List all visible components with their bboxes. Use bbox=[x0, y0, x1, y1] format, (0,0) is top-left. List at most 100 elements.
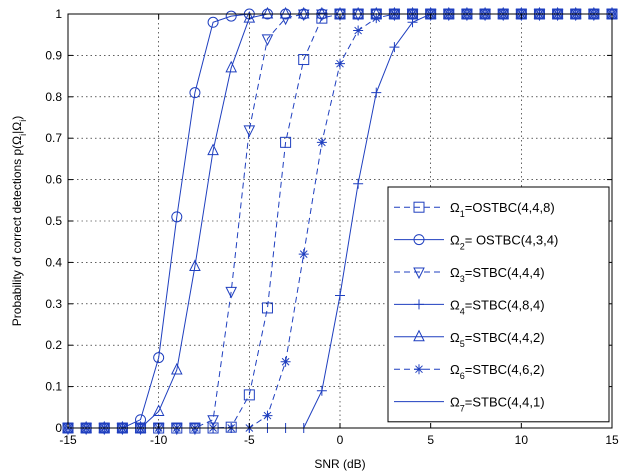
y-axis-label-sub: i bbox=[18, 134, 28, 136]
series-3-point bbox=[352, 9, 364, 22]
legend-marker bbox=[414, 299, 424, 310]
y-tick-label: 0.6 bbox=[45, 173, 62, 187]
legend-label-prefix: Ω bbox=[450, 330, 460, 345]
legend-label-suffix: =STBC(4,8,4) bbox=[465, 297, 545, 312]
series-2-point bbox=[171, 211, 183, 223]
legend-label-suffix: =OSTBC(4,4,8) bbox=[465, 200, 555, 215]
legend-label: Ω5=STBC(4,4,2) bbox=[450, 330, 545, 349]
legend-item: Ω1=OSTBC(4,4,8) bbox=[394, 200, 555, 219]
series-5-point bbox=[170, 362, 183, 375]
series-2-point bbox=[207, 16, 219, 28]
legend-label-sub: 7 bbox=[460, 404, 465, 414]
series-3-point bbox=[225, 286, 238, 299]
legend-label-prefix: Ω bbox=[450, 200, 460, 215]
legend-item: Ω4=STBC(4,8,4) bbox=[394, 297, 545, 316]
series-6-point bbox=[262, 410, 273, 421]
grid bbox=[68, 14, 612, 428]
series-5-point bbox=[316, 6, 328, 19]
x-tick-label: -10 bbox=[150, 433, 168, 447]
legend-item: Ω5=STBC(4,4,2) bbox=[394, 329, 545, 349]
series-3-point bbox=[316, 9, 328, 22]
series-1-point bbox=[261, 302, 273, 314]
legend-label-prefix: Ω bbox=[450, 265, 460, 280]
series-2-point bbox=[189, 87, 201, 99]
y-tick-label: 0.2 bbox=[45, 338, 62, 352]
x-tick-label: 5 bbox=[427, 433, 434, 447]
y-axis-label: Probability of correct detections p(Ωi|Ω… bbox=[10, 116, 28, 326]
series-5-point bbox=[279, 6, 292, 19]
series-4-point bbox=[335, 290, 345, 301]
legend-marker bbox=[413, 234, 425, 246]
y-tick-label: 0.4 bbox=[45, 255, 62, 269]
legend-label: Ω6=STBC(4,6,2) bbox=[450, 362, 545, 381]
y-tick-label: 0 bbox=[55, 421, 62, 435]
series-3-point bbox=[297, 9, 310, 22]
series-6-point bbox=[335, 58, 345, 69]
legend-item: Ω3=STBC(4,4,4) bbox=[394, 265, 545, 284]
series-5-point bbox=[261, 6, 274, 19]
series-5-point bbox=[207, 143, 219, 156]
y-tick-label: 0.3 bbox=[45, 297, 62, 311]
legend-item: Ω2= OSTBC(4,3,4) bbox=[394, 233, 558, 252]
series-3-point bbox=[261, 34, 274, 46]
legend-label-suffix: = OSTBC(4,3,4) bbox=[465, 233, 559, 248]
legend-label-prefix: Ω bbox=[450, 233, 460, 248]
legend-label-suffix: =STBC(4,4,4) bbox=[465, 265, 545, 280]
legend-label-suffix: =STBC(4,4,1) bbox=[465, 395, 545, 410]
series-1-point bbox=[280, 136, 292, 148]
y-tick-label: 1 bbox=[55, 7, 62, 21]
x-tick-label: -15 bbox=[59, 433, 77, 447]
series-2-point bbox=[225, 10, 237, 22]
x-tick-label: 15 bbox=[605, 433, 619, 447]
x-tick-label: 0 bbox=[337, 433, 344, 447]
series-6-point bbox=[353, 25, 364, 36]
series-2-point bbox=[153, 352, 165, 364]
legend-label-sub: 2 bbox=[460, 242, 465, 252]
series-3-point bbox=[334, 9, 346, 22]
legend-label: Ω7=STBC(4,4,1) bbox=[450, 395, 545, 414]
series-4-point bbox=[353, 178, 364, 189]
y-axis-label-main: Probability of correct detections p(Ω bbox=[10, 136, 24, 326]
series-5-point bbox=[352, 6, 364, 19]
legend-label: Ω2= OSTBC(4,3,4) bbox=[450, 233, 558, 252]
legend-label: Ω4=STBC(4,8,4) bbox=[450, 297, 545, 316]
series-6-point bbox=[316, 137, 327, 148]
legend-label: Ω1=OSTBC(4,4,8) bbox=[450, 200, 555, 219]
series-5-point bbox=[297, 6, 310, 19]
legend-item: Ω6=STBC(4,6,2) bbox=[394, 362, 545, 381]
y-tick-label: 0.7 bbox=[45, 131, 62, 145]
y-tick-label: 0.8 bbox=[45, 90, 62, 104]
legend: Ω1=OSTBC(4,4,8)Ω2= OSTBC(4,3,4)Ω3=STBC(4… bbox=[387, 186, 610, 423]
legend-marker bbox=[413, 267, 425, 280]
legend-label-prefix: Ω bbox=[450, 297, 460, 312]
series-4-point bbox=[316, 385, 327, 396]
legend-label-sub: 6 bbox=[460, 371, 465, 381]
y-tick-label: 0.5 bbox=[45, 214, 62, 228]
x-tick-label: 10 bbox=[515, 433, 529, 447]
legend-label-suffix: =STBC(4,4,2) bbox=[465, 330, 545, 345]
legend-label-sub: 3 bbox=[460, 274, 465, 284]
legend-label-suffix: =STBC(4,6,2) bbox=[465, 362, 545, 377]
legend-label: Ω3=STBC(4,4,4) bbox=[450, 265, 545, 284]
series-3-point bbox=[243, 125, 256, 138]
series-5-point bbox=[243, 11, 256, 23]
legend-label-prefix: Ω bbox=[450, 362, 460, 377]
y-axis-label-mid: |Ω bbox=[10, 122, 24, 134]
series-4-point bbox=[371, 87, 382, 98]
y-axis-label-end: ) bbox=[10, 116, 24, 120]
series-4-point bbox=[389, 42, 400, 53]
series-5-point bbox=[225, 60, 238, 73]
legend-marker bbox=[413, 329, 425, 342]
series-6-point bbox=[371, 13, 382, 24]
series-5-point bbox=[152, 404, 165, 416]
series-1-point bbox=[243, 389, 255, 401]
legend-label-prefix: Ω bbox=[450, 395, 460, 410]
legend-marker bbox=[414, 364, 424, 375]
series-6-point bbox=[298, 249, 309, 260]
x-axis-label: SNR (dB) bbox=[314, 457, 365, 471]
legend-item: Ω7=STBC(4,4,1) bbox=[394, 395, 545, 414]
ticks: -15 -10 -5 0 5 10 1500.10.20.30.40.50.60.70.80… bbox=[45, 7, 619, 447]
x-tick-label: -5 bbox=[244, 433, 255, 447]
series-1-point bbox=[298, 54, 310, 66]
